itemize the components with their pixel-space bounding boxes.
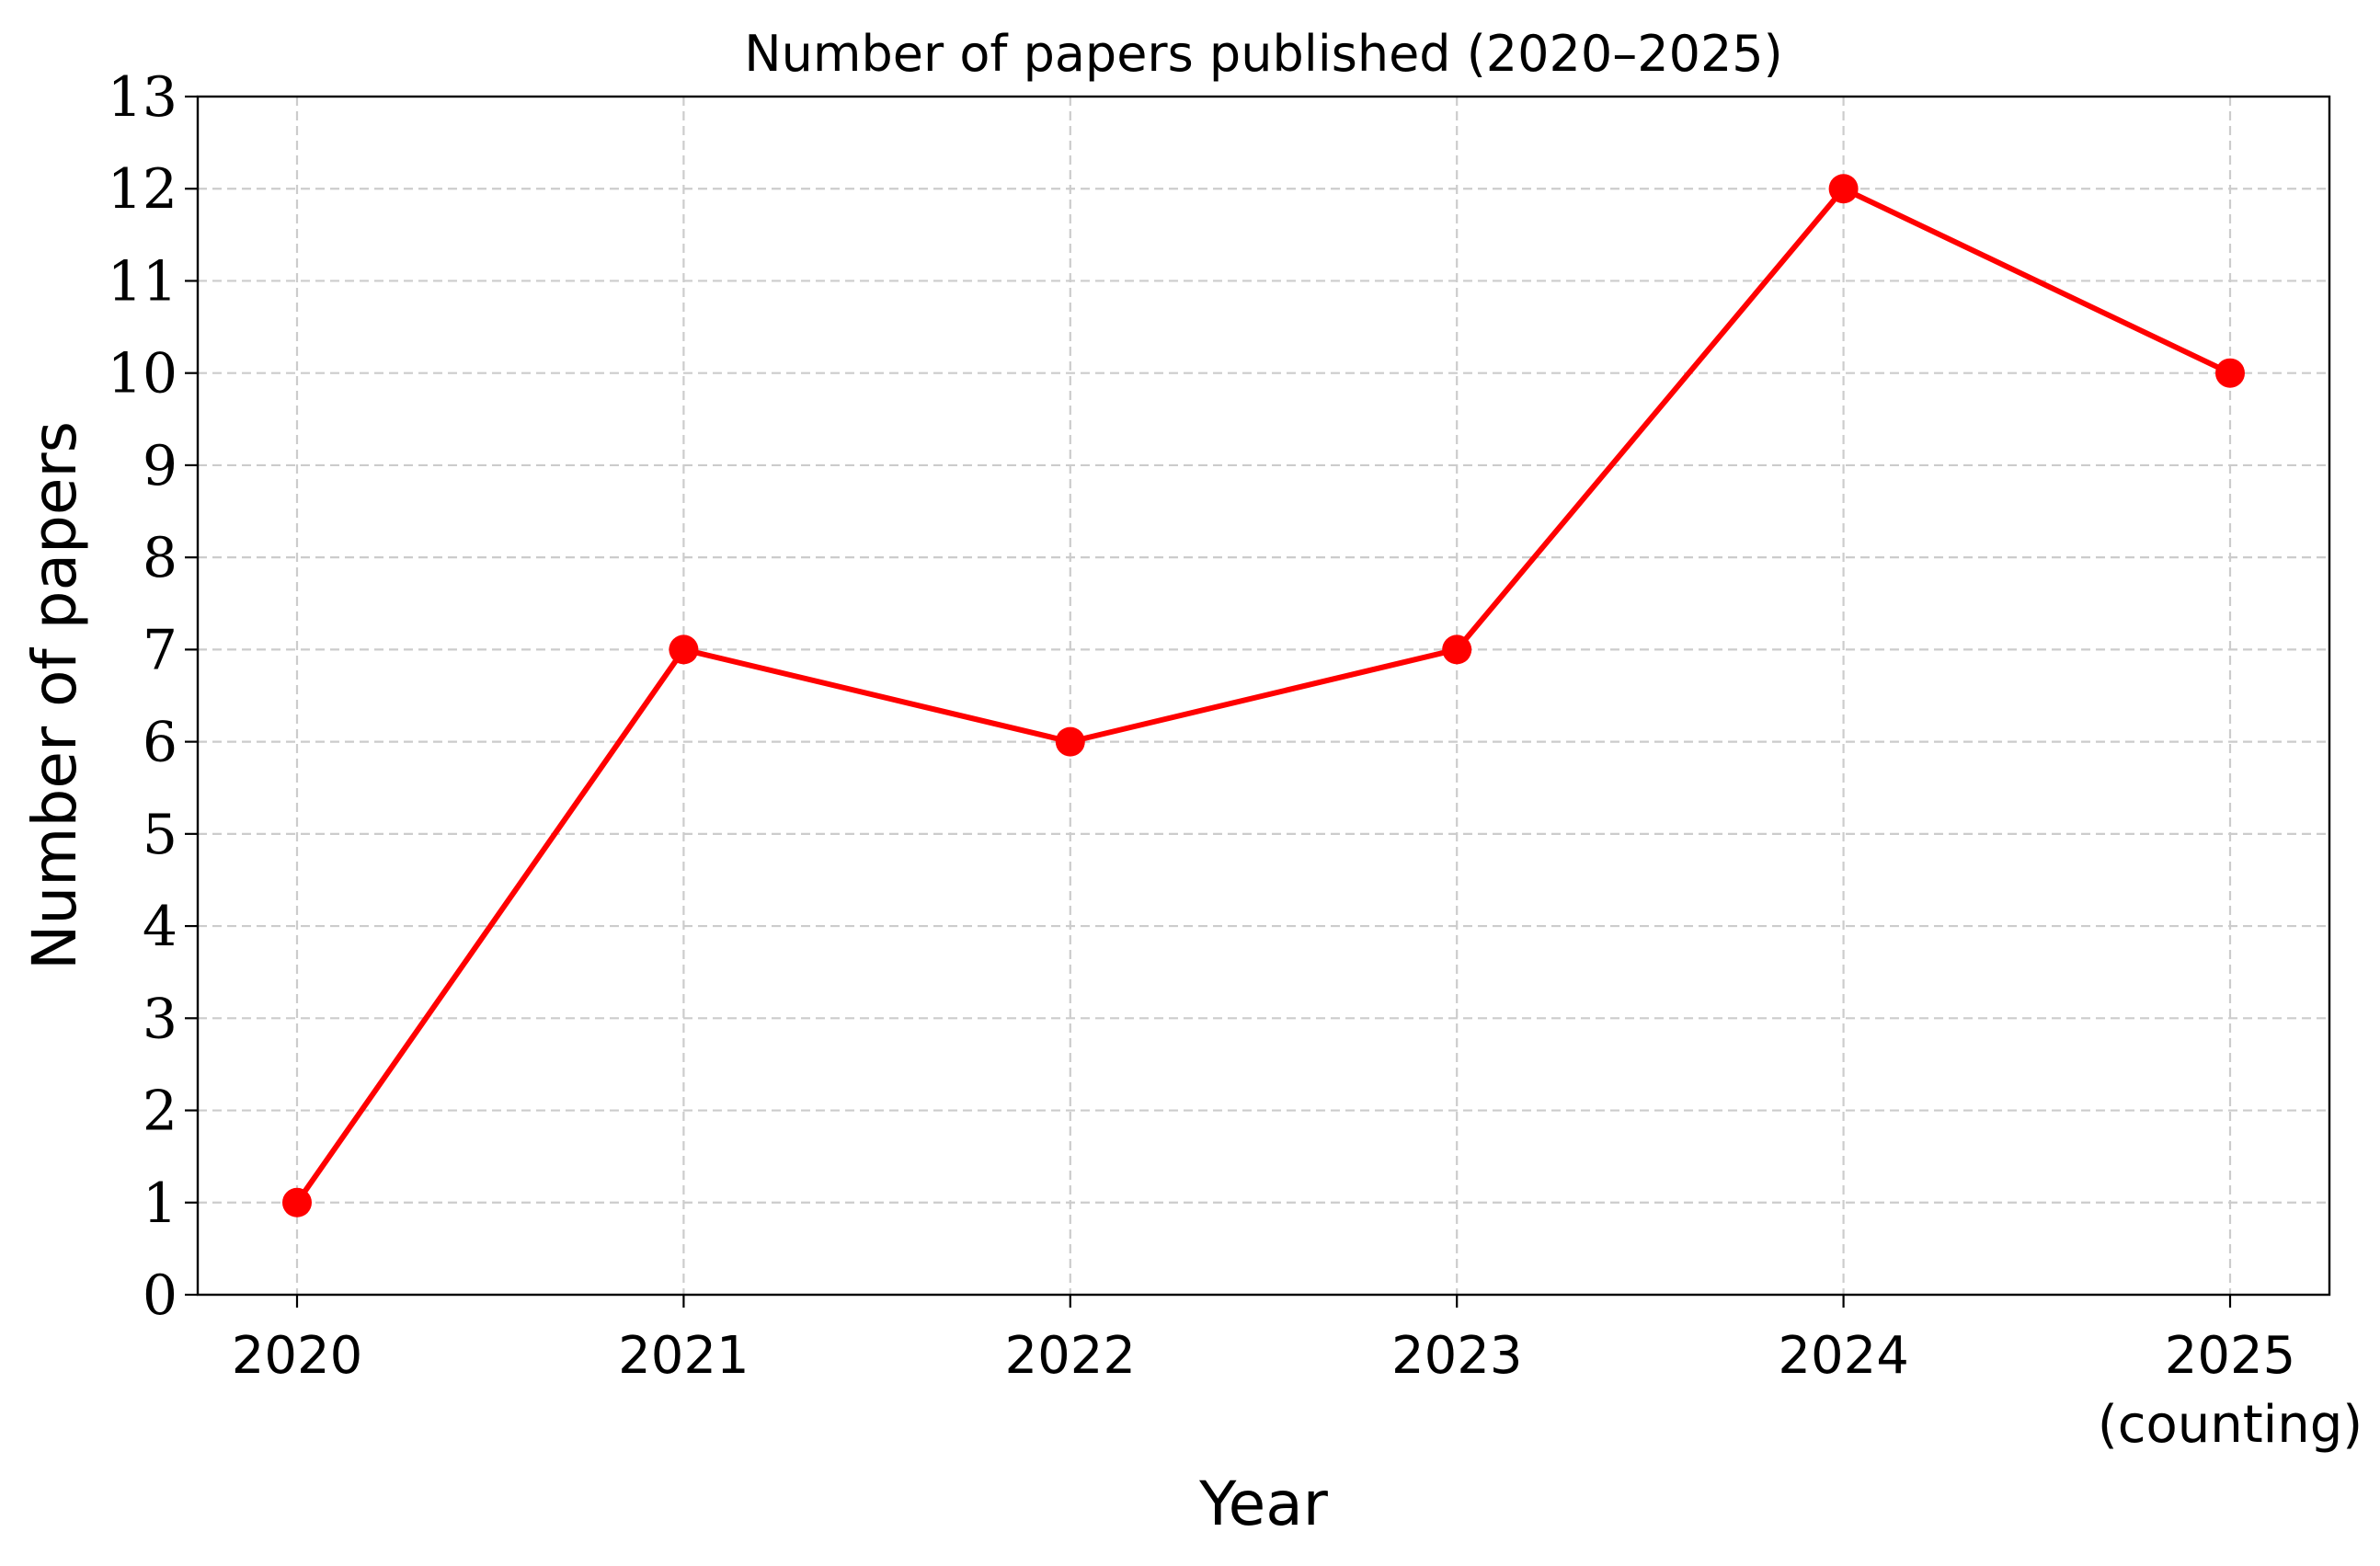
series-layer — [282, 174, 2245, 1217]
x-tick-label: 2024 — [1778, 1326, 1909, 1386]
y-tick-label: 13 — [108, 65, 177, 130]
y-tick-label: 0 — [143, 1263, 177, 1328]
data-point — [1055, 726, 1085, 757]
data-point — [1442, 634, 1472, 665]
y-tick-label: 10 — [108, 342, 177, 406]
data-point — [669, 634, 699, 665]
y-tick-label: 6 — [143, 711, 177, 775]
chart-title: Number of papers published (2020–2025) — [744, 25, 1782, 83]
y-tick-label: 12 — [108, 157, 177, 222]
y-axis-label: Number of papers — [19, 421, 90, 970]
y-tick-label: 2 — [143, 1080, 177, 1144]
y-tick-label: 11 — [108, 249, 177, 314]
data-point — [282, 1187, 312, 1217]
plot-frame — [196, 95, 2331, 1297]
series-line — [294, 186, 2233, 1206]
data-point — [1828, 174, 1859, 204]
x-tick-sublabel: (counting) — [2098, 1395, 2363, 1455]
x-axis-label: Year — [1198, 1469, 1329, 1539]
x-tick-label: 2021 — [618, 1326, 749, 1386]
x-tick-label: 2023 — [1391, 1326, 1523, 1386]
x-tick-label: 2022 — [1005, 1326, 1137, 1386]
x-tick-label: 2025 — [2165, 1326, 2296, 1386]
y-tick-label: 4 — [143, 895, 177, 959]
y-tick-label: 3 — [143, 987, 177, 1051]
y-tick-label: 1 — [143, 1172, 177, 1236]
grid-layer — [198, 97, 2329, 1295]
y-tick-label: 9 — [143, 434, 177, 498]
y-tick-label: 5 — [143, 803, 177, 867]
data-point — [2215, 358, 2245, 388]
y-tick-label: 7 — [143, 618, 177, 682]
x-tick-label: 2020 — [232, 1326, 363, 1386]
y-tick-label: 8 — [143, 526, 177, 590]
